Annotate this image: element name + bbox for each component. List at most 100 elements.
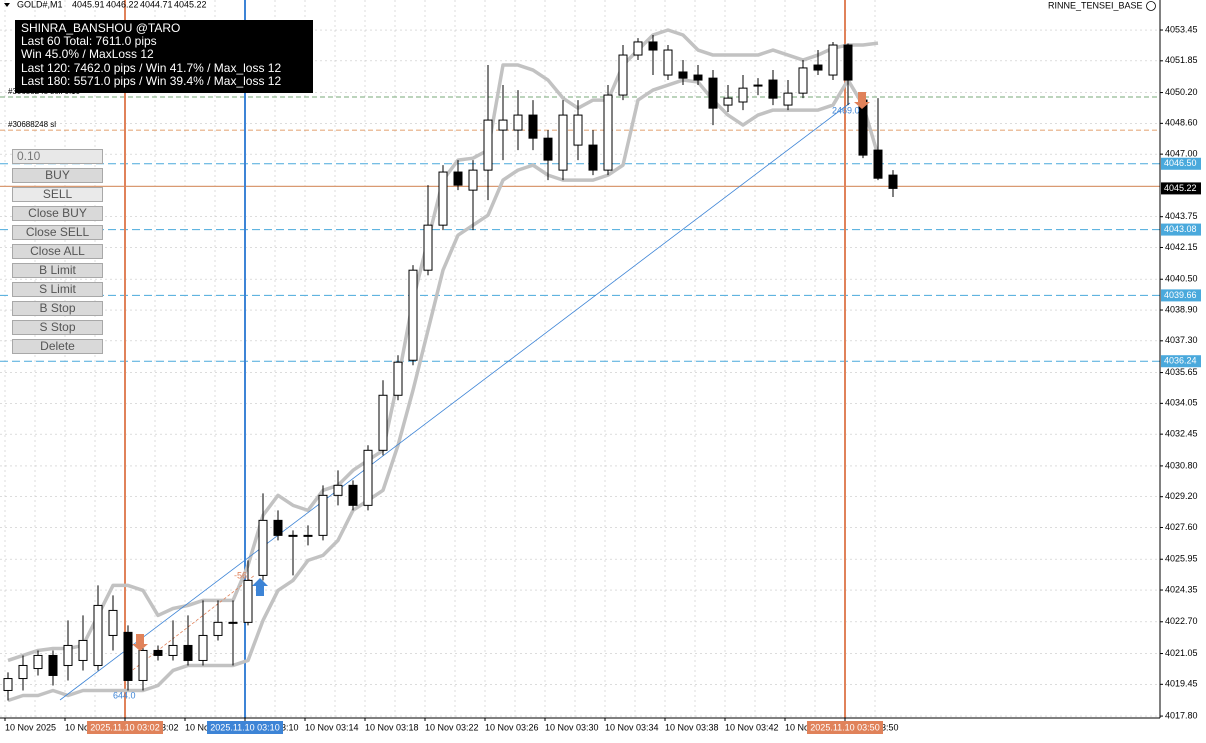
candle-body [33,654,43,670]
indicator-name: RINNE_TENSEI_BASE [1048,0,1143,10]
last-price-label: 4045.22 [1164,183,1197,193]
sell-stop-button[interactable]: S Stop [12,320,103,335]
info-line: Last 60 Total: 7611.0 pips [21,34,157,49]
info-line: Last 120: 7462.0 pips / Win 41.7% / Max_… [21,60,282,75]
info-box: SHINRA_BANSHOU @TARO Last 60 Total: 7611… [15,20,313,93]
candle-body [558,114,568,171]
y-tick-label: 4035.65 [1165,367,1198,377]
candle-layer [3,35,898,701]
candle-body [108,609,118,636]
candle-body [78,639,88,661]
x-tick-label: 10 Nov 2025 [5,722,56,732]
candle-body [243,579,253,623]
candle-body [588,144,598,171]
x-tick-label: 10 Nov 03:30 [545,722,599,732]
x-tick-label: 10 Nov 03:26 [485,722,539,732]
candle-body [723,97,733,106]
candle-body [288,534,298,537]
last-price-box [1161,182,1201,195]
candle-body [798,67,808,94]
trade-label: 644.0 [113,690,136,700]
candle-body [138,649,148,681]
y-tick-label: 4040.50 [1165,274,1198,284]
candle-body [858,99,868,156]
candle-body [393,361,403,396]
candle-body [153,649,163,656]
smiley-icon [1146,1,1156,11]
candle-body [438,171,448,226]
menu-arrow [4,3,10,7]
y-tick-label: 4022.70 [1165,616,1198,626]
candle-body [303,534,313,537]
candle-body [168,644,178,656]
buy-button[interactable]: BUY [12,168,103,183]
level-label: 4046.50 [1164,158,1197,168]
level-label: 4043.08 [1164,224,1197,234]
symbol: GOLD#,M1 [17,0,63,9]
buy-stop-button[interactable]: B Stop [12,301,103,316]
trade-line [59,102,851,701]
y-tick-label: 4034.05 [1165,398,1198,408]
lot-input[interactable]: 0.10 [12,149,103,164]
sell-limit-button[interactable]: S Limit [12,282,103,297]
candle-body [273,519,283,536]
candle-body [648,41,658,51]
y-tick-label: 4047.00 [1165,149,1198,159]
grid-layer [0,0,1160,718]
y-tick-label: 4050.20 [1165,87,1198,97]
candle-body [378,394,388,451]
candle-body [813,64,823,71]
buy-limit-button[interactable]: B Limit [12,263,103,278]
x-tick-label: 10 Nov 03:18 [365,722,419,732]
order-panel: 0.10 BUY SELL Close BUY Close SELL Close… [12,149,103,358]
y-tick-label: 4017.80 [1165,710,1198,720]
x-tick-label: 10 Nov 03:22 [425,722,479,732]
candle-body [888,174,898,189]
y-tick-label: 4025.95 [1165,554,1198,564]
y-tick-label: 4048.60 [1165,118,1198,128]
order-label: #30688248 sl [8,120,56,129]
candle-body [228,621,238,624]
sell-button[interactable]: SELL [12,187,103,202]
candle-body [618,54,628,96]
x-tick-label: 10 Nov 03:14 [305,722,359,732]
candle-body [528,114,538,139]
level-label-box [1161,157,1201,170]
candle-body [843,44,853,81]
candle-body [873,149,883,179]
candle-body [48,654,58,676]
time-marker-box [807,721,883,734]
ohlc-value: 4045.22 [174,0,207,9]
level-label-box [1161,223,1201,236]
buy-arrow [252,578,268,596]
time-marker-label: 2025.11.10 03:50 [810,722,879,732]
candle-body [468,169,478,191]
close-sell-button[interactable]: Close SELL [12,225,103,240]
x-tick-label: 10 Nov 03:42 [725,722,779,732]
signals: 644.0 -56 2469.0 [113,92,870,700]
level-label: 4039.66 [1164,290,1197,300]
y-tick-label: 4032.45 [1165,429,1198,439]
y-tick-label: 4030.80 [1165,460,1198,470]
delete-button[interactable]: Delete [12,339,103,354]
candle-body [753,84,763,87]
candle-body [213,621,223,636]
sell-arrow [854,92,870,109]
close-all-button[interactable]: Close ALL [12,244,103,259]
candle-body [603,94,613,171]
close-buy-button[interactable]: Close BUY [12,206,103,221]
y-tick-label: 4029.20 [1165,491,1198,501]
info-line: Last 180: 5571.0 pips / Win 39.4% / Max_… [21,73,282,88]
trade-label: 2469.0 [832,105,860,115]
candle-body [333,484,343,496]
candle-body [738,87,748,103]
y-tick-label: 4053.45 [1165,24,1198,34]
y-tick-label: 4021.05 [1165,648,1198,658]
y-tick-label: 4019.45 [1165,679,1198,689]
time-marker-label: 2025.11.10 03:02 [90,722,159,732]
candle-body [318,494,328,536]
candle-body [363,449,373,506]
